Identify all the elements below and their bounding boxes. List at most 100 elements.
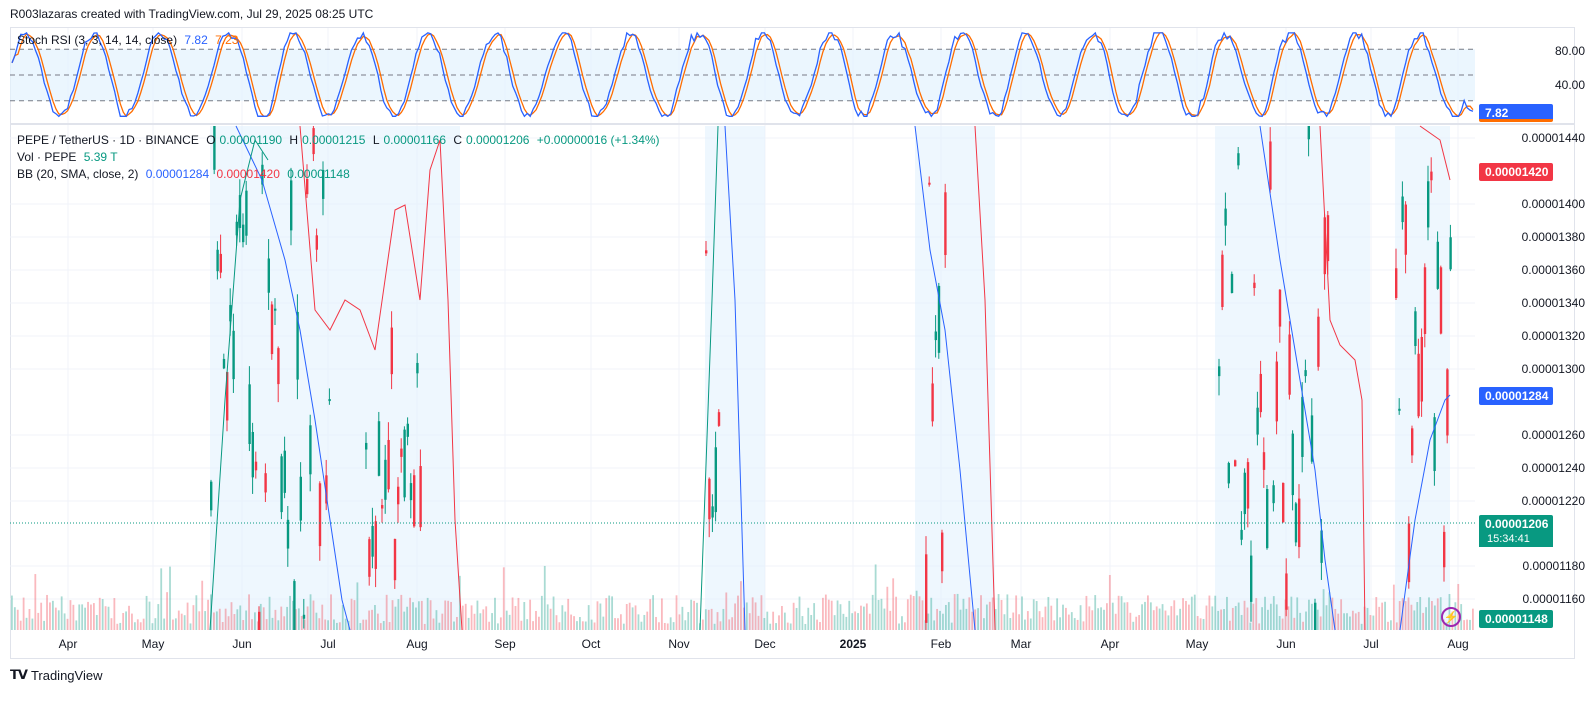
volume-bar xyxy=(116,623,119,630)
volume-bar xyxy=(1205,605,1208,630)
volume-bar xyxy=(1190,596,1193,630)
volume-bar xyxy=(236,609,239,630)
lightning-icon[interactable]: ⚡ xyxy=(1441,607,1461,627)
volume-label: Vol · PEPE xyxy=(17,150,77,164)
volume-bar xyxy=(540,595,543,630)
volume-bar xyxy=(804,623,807,630)
volume-bar xyxy=(807,607,810,630)
volume-bar xyxy=(930,597,933,630)
volume-bar xyxy=(927,613,930,630)
volume-bar xyxy=(980,595,982,630)
candle-body xyxy=(318,483,322,547)
candle-body xyxy=(222,358,226,369)
volume-bar xyxy=(444,600,447,630)
candle-body xyxy=(1326,215,1330,262)
volume-bar xyxy=(450,601,452,630)
volume-bar xyxy=(728,619,731,630)
volume-bar xyxy=(778,615,780,630)
candle-body xyxy=(248,384,251,444)
ohlc-close: 0.00001206 xyxy=(466,133,530,147)
volume-bar xyxy=(344,618,347,630)
volume-bar xyxy=(1167,615,1170,630)
volume-bar xyxy=(772,611,775,630)
volume-bar xyxy=(1091,610,1094,630)
volume-bar xyxy=(1179,608,1182,630)
volume-bar xyxy=(274,609,277,630)
volume-bar xyxy=(748,613,751,630)
volume-bar xyxy=(1147,595,1149,630)
volume-bar xyxy=(1457,583,1460,630)
volume-bar xyxy=(1065,607,1067,630)
candle-body xyxy=(374,521,377,569)
candle-body xyxy=(315,235,318,250)
volume-bar xyxy=(476,600,479,630)
candle-body xyxy=(296,311,299,380)
candle-body xyxy=(1314,602,1317,630)
chart-frame[interactable] xyxy=(10,27,1575,659)
volume-bar xyxy=(1000,599,1003,630)
volume-bar xyxy=(34,574,37,630)
volume-bar xyxy=(1009,618,1012,630)
volume-bar xyxy=(1404,601,1407,630)
volume-bar xyxy=(341,605,344,630)
volume-bar xyxy=(1117,595,1120,630)
candle-body xyxy=(213,126,216,170)
volume-bar xyxy=(488,621,491,630)
volume-bar xyxy=(376,613,379,630)
volume-bar xyxy=(1141,604,1143,630)
volume-bar xyxy=(1073,618,1076,630)
bollinger-lines xyxy=(209,125,1451,631)
volume-bar xyxy=(997,594,1000,630)
time-axis-label: 2025 xyxy=(839,637,867,651)
ohlc-high-label: H xyxy=(289,133,299,147)
candle-body xyxy=(1243,472,1246,515)
volume-bar xyxy=(482,609,485,630)
volume-bar xyxy=(857,613,859,630)
volume-bar xyxy=(286,606,289,630)
candle-body xyxy=(264,473,267,493)
volume-bar xyxy=(1082,621,1085,630)
volume-bar xyxy=(581,621,584,630)
volume-bar xyxy=(119,622,122,630)
volume-bar xyxy=(1226,596,1228,630)
volume-bar xyxy=(113,598,116,630)
volume-bar xyxy=(988,601,991,630)
candle-body xyxy=(277,348,280,385)
candle-body xyxy=(1282,482,1285,523)
volume-bar xyxy=(397,599,400,630)
volume-bar xyxy=(1381,602,1384,630)
volume-bar xyxy=(271,617,274,630)
volume-bar xyxy=(256,621,259,630)
volume-bar xyxy=(1390,620,1392,630)
volume-bar xyxy=(37,612,40,630)
volume-bar xyxy=(860,605,862,630)
candle-body xyxy=(254,461,258,471)
symbol-label[interactable]: PEPE / TetherUS · 1D · BINANCE xyxy=(17,133,199,147)
volume-bar xyxy=(781,606,783,630)
bb-lower-line xyxy=(209,138,269,631)
candle-body xyxy=(1230,273,1234,294)
volume-bar xyxy=(441,613,444,630)
volume-bar xyxy=(760,595,763,630)
price-axis-label: 0.00001320 xyxy=(1521,329,1585,343)
volume-bar xyxy=(303,619,306,630)
volume-bar xyxy=(769,623,772,630)
volume-bar xyxy=(1255,598,1258,630)
volume-bar xyxy=(1103,609,1105,630)
volume-bar xyxy=(824,594,827,630)
volume-bar xyxy=(1305,611,1307,630)
volume-bar xyxy=(1026,611,1029,630)
volume-bar xyxy=(11,595,13,630)
volume-bar xyxy=(1062,604,1064,630)
volume-bar xyxy=(1413,610,1416,630)
volume-bar xyxy=(1357,611,1360,630)
volume-bar xyxy=(520,620,523,630)
volume-bar xyxy=(1018,614,1020,630)
candle-body xyxy=(1237,153,1240,166)
volume-bar xyxy=(625,604,628,630)
volume-bar xyxy=(151,623,154,630)
volume-bar xyxy=(1106,603,1108,630)
volume-bar xyxy=(731,617,734,630)
volume-bar xyxy=(174,618,177,630)
